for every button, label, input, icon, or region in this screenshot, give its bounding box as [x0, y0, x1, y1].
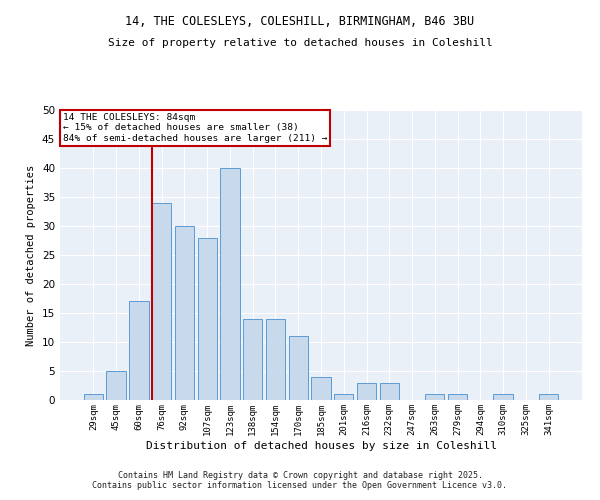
Bar	[311, 377, 331, 400]
Bar	[220, 168, 239, 400]
Bar	[380, 382, 399, 400]
Bar	[243, 319, 262, 400]
Bar	[197, 238, 217, 400]
Text: Size of property relative to detached houses in Coleshill: Size of property relative to detached ho…	[107, 38, 493, 48]
Bar	[448, 394, 467, 400]
Bar	[493, 394, 513, 400]
Bar	[152, 203, 172, 400]
X-axis label: Distribution of detached houses by size in Coleshill: Distribution of detached houses by size …	[146, 440, 497, 450]
Bar	[129, 302, 149, 400]
Bar	[84, 394, 103, 400]
Bar	[106, 371, 126, 400]
Bar	[289, 336, 308, 400]
Bar	[334, 394, 353, 400]
Text: 14 THE COLESLEYS: 84sqm
← 15% of detached houses are smaller (38)
84% of semi-de: 14 THE COLESLEYS: 84sqm ← 15% of detache…	[62, 113, 327, 142]
Bar	[266, 319, 285, 400]
Text: 14, THE COLESLEYS, COLESHILL, BIRMINGHAM, B46 3BU: 14, THE COLESLEYS, COLESHILL, BIRMINGHAM…	[125, 15, 475, 28]
Y-axis label: Number of detached properties: Number of detached properties	[26, 164, 37, 346]
Bar	[539, 394, 558, 400]
Bar	[425, 394, 445, 400]
Text: Contains HM Land Registry data © Crown copyright and database right 2025.
Contai: Contains HM Land Registry data © Crown c…	[92, 470, 508, 490]
Bar	[357, 382, 376, 400]
Bar	[175, 226, 194, 400]
